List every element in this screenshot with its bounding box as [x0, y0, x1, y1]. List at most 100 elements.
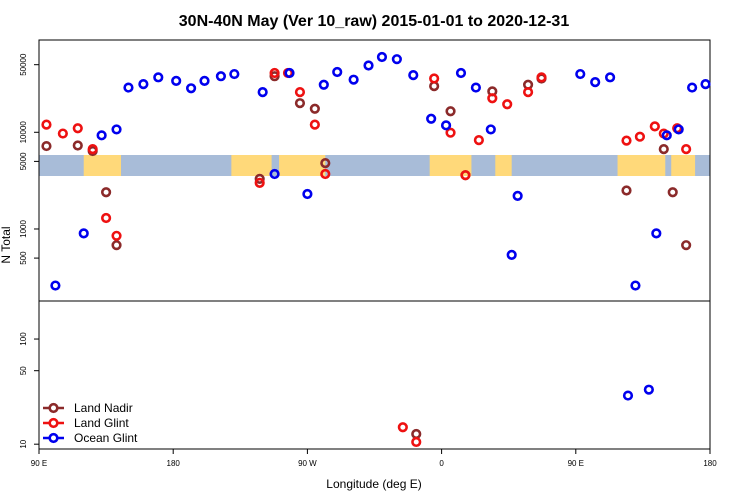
x-tick-label: 180: [703, 459, 717, 468]
upper-panel: 500 1000 5000 10000 50000: [19, 39, 711, 302]
land-nadir-point: [681, 240, 692, 251]
land-segment: [83, 155, 122, 176]
ocean-glint-point: [153, 72, 164, 83]
ocean-glint-point: [171, 75, 182, 86]
ocean-glint-point: [229, 68, 240, 80]
x-axis-label: Longitude (deg E): [326, 477, 421, 491]
land-band: [83, 155, 696, 176]
land-glint-point: [397, 422, 408, 433]
ocean-glint-point: [257, 87, 268, 98]
legend-label-ocean-glint: Ocean Glint: [74, 431, 138, 445]
ocean-glint-point: [506, 249, 517, 260]
land-glint-point: [320, 168, 331, 180]
ocean-glint-point: [485, 124, 496, 135]
ocean-glint-point: [512, 190, 523, 201]
ocean-glint-point: [651, 228, 662, 239]
land-segment: [231, 155, 272, 176]
ocean-glint-point: [363, 60, 374, 71]
x-tick-label: 90 E: [568, 459, 584, 468]
ocean-glint-point: [455, 67, 467, 79]
ocean-glint-point: [376, 51, 388, 63]
land-glint-point: [294, 87, 306, 98]
ocean-glint-point: [302, 188, 313, 200]
land-nadir-point: [72, 140, 83, 151]
land-glint-point: [111, 230, 122, 241]
land-glint-point: [649, 121, 660, 132]
ocean-glint-point: [426, 113, 437, 124]
land-nadir-point: [294, 98, 306, 109]
land-glint-point: [681, 143, 692, 155]
legend-marker-land-nadir: [48, 402, 59, 414]
ocean-glint-point: [199, 75, 210, 86]
land-nadir-point: [320, 158, 331, 169]
ocean-glint-point: [284, 67, 295, 79]
x-tick-label: 0: [439, 459, 444, 468]
ocean-glint-point: [185, 83, 197, 94]
land-nadir-point: [621, 185, 632, 196]
y-tick-label: 5000: [19, 152, 28, 170]
ocean-glint-point: [575, 68, 586, 80]
x-axis: 90 E 180 90 W 0 90 E 180: [31, 449, 717, 468]
ocean-glint-point: [138, 78, 149, 90]
land-glint-point: [254, 177, 265, 188]
ocean-glint-point: [687, 82, 698, 93]
land-glint-point: [460, 170, 471, 181]
ocean-glint-point: [590, 77, 601, 88]
land-glint-point: [487, 93, 498, 104]
land-nadir-point: [658, 143, 669, 155]
ocean-glint-point: [348, 74, 359, 85]
ocean-glint-point: [604, 72, 616, 83]
land-nadir-point: [309, 103, 320, 114]
ocean-glint-point: [643, 384, 654, 395]
y-tick-label: 500: [19, 251, 28, 265]
land-glint-point: [41, 119, 52, 130]
land-nadir-point: [667, 187, 678, 198]
lower-panel: 10 50 100: [19, 300, 711, 450]
ocean-glint-point: [700, 78, 711, 90]
land-glint-point: [634, 131, 646, 142]
land-segment: [671, 155, 696, 176]
land-nadir-point: [445, 106, 456, 117]
legend-marker-land-glint: [48, 417, 59, 429]
y-tick-label: 100: [19, 332, 28, 346]
land-segment: [617, 155, 666, 176]
legend-marker-ocean-glint: [48, 432, 59, 444]
land-glint-point: [269, 67, 280, 79]
land-glint-point: [87, 143, 98, 155]
y-tick-label: 50: [19, 366, 28, 375]
chart-title: 30N-40N May (Ver 10_raw) 2015-01-01 to 2…: [179, 13, 570, 30]
land-nadir-point: [100, 187, 112, 198]
y-tick-label: 10: [19, 439, 28, 448]
ocean-glint-point: [673, 124, 684, 135]
land-glint-point: [100, 212, 112, 224]
land-glint-point: [411, 436, 422, 448]
ocean-glint-point: [78, 228, 89, 239]
y-tick-label: 10000: [19, 121, 28, 144]
ocean-glint-point: [111, 124, 122, 135]
ocean-glint-point: [332, 66, 343, 78]
land-glint-point: [522, 87, 534, 98]
land-segment: [495, 155, 512, 176]
land-glint-point: [502, 99, 513, 110]
ocean-glint-point: [408, 70, 419, 81]
land-glint-point: [309, 119, 320, 130]
legend-label-land-glint: Land Glint: [74, 416, 129, 430]
land-segment: [429, 155, 472, 176]
ocean-glint-point: [50, 280, 61, 291]
ocean-glint-point: [96, 130, 107, 141]
y-tick-label: 50000: [19, 53, 28, 76]
y-axis-label: N Total: [0, 226, 13, 263]
lower-points: [397, 384, 654, 448]
land-glint-point: [72, 123, 83, 134]
ocean-glint-point: [215, 71, 227, 82]
ocean-band: [39, 155, 710, 176]
upper-points: [41, 51, 711, 291]
land-ocean-strip: [39, 155, 710, 176]
ocean-glint-point: [661, 130, 672, 141]
land-glint-point: [536, 72, 547, 83]
x-tick-label: 90 E: [31, 459, 47, 468]
y-tick-label: 1000: [19, 220, 28, 238]
lower-plot-frame: [38, 300, 711, 450]
